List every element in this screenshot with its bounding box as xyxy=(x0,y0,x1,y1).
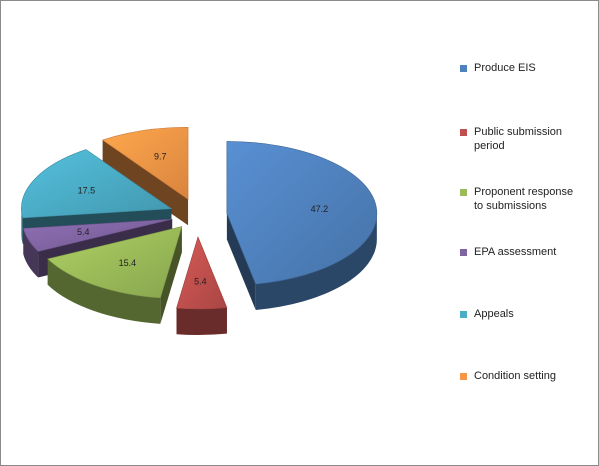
legend-label: EPA assessment xyxy=(474,246,557,258)
legend-swatch xyxy=(460,65,467,72)
legend-label: Appeals xyxy=(474,308,514,320)
legend-swatch xyxy=(460,249,467,256)
legend-item: Produce EIS xyxy=(460,61,536,75)
pie-slice xyxy=(101,126,189,226)
slice-value-label: 47.2 xyxy=(311,204,329,214)
legend-swatch xyxy=(460,373,467,380)
legend-item: Appeals xyxy=(460,307,514,321)
legend-label: Condition setting xyxy=(474,370,556,382)
legend-label: Public submission period xyxy=(474,126,563,152)
pie-slice xyxy=(226,141,378,311)
legend-label: Proponent response to submissions xyxy=(474,186,574,212)
legend-swatch xyxy=(460,129,467,136)
legend-item: Public submission period xyxy=(460,125,562,153)
slice-value-label: 5.4 xyxy=(77,227,90,237)
slice-value-label: 15.4 xyxy=(119,258,137,268)
legend-swatch xyxy=(460,311,467,318)
pie-slice xyxy=(176,236,228,335)
legend-label: Produce EIS xyxy=(474,62,536,74)
legend-item: Proponent response to submissions xyxy=(460,185,573,213)
pie-slice xyxy=(47,226,183,324)
legend-item: EPA assessment xyxy=(460,245,556,259)
slice-value-label: 9.7 xyxy=(154,152,167,162)
legend-swatch xyxy=(460,189,467,196)
slice-value-label: 17.5 xyxy=(78,186,96,196)
legend-item: Condition setting xyxy=(460,369,556,383)
slice-value-label: 5.4 xyxy=(194,277,207,287)
